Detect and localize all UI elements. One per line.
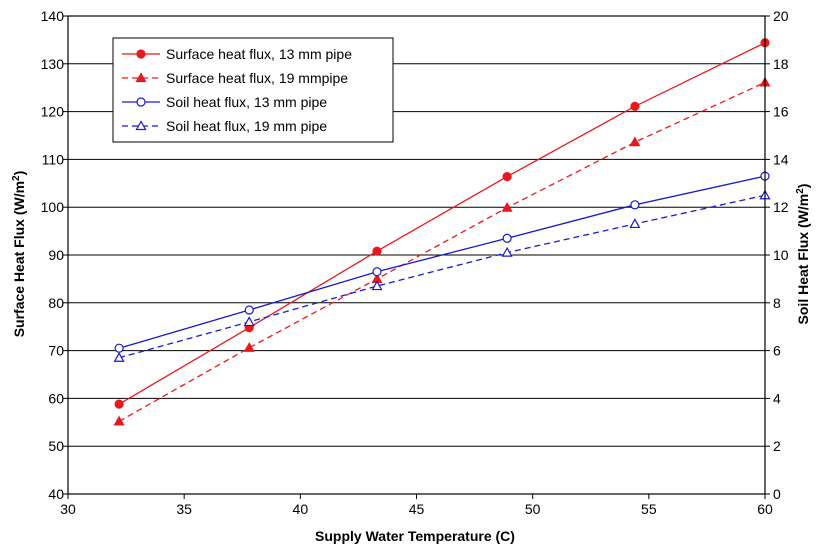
right-y-tick-label: 6: [773, 343, 781, 359]
data-point: [243, 342, 255, 352]
data-point: [630, 101, 640, 111]
legend-item: Soil heat flux, 13 mm pipe: [122, 94, 327, 110]
legend-swatch-marker: [136, 49, 146, 59]
left-y-axis-title: Surface Heat Flux (W/m2): [11, 171, 28, 338]
data-point: [114, 399, 124, 409]
left-y-tick-label: 140: [41, 8, 65, 24]
left-y-tick-label: 80: [48, 295, 64, 311]
data-point: [502, 233, 512, 243]
legend-box: [112, 37, 394, 143]
data-point: [371, 280, 383, 291]
right-y-tick-label: 18: [773, 56, 789, 72]
series-line: [118, 175, 766, 349]
legend-swatch-marker: [136, 97, 146, 107]
right-y-tick-label: 14: [773, 151, 789, 167]
left-y-tick-label: 70: [48, 343, 64, 359]
series-line: [118, 42, 766, 405]
left-y-tick-label: 100: [41, 199, 65, 215]
x-tick-label: 60: [757, 501, 773, 517]
x-tick-label: 35: [176, 501, 192, 517]
right-y-tick-label: 16: [773, 104, 789, 120]
legend-label: Soil heat flux, 19 mm pipe: [166, 118, 327, 134]
data-point: [372, 267, 382, 277]
legend-label: Surface heat flux, 19 mmpipe: [166, 70, 348, 86]
legend-item: Soil heat flux, 19 mm pipe: [122, 118, 327, 134]
right-y-tick-label: 10: [773, 247, 789, 263]
left-y-tick-label: 60: [48, 390, 64, 406]
right-y-tick-label: 2: [773, 438, 781, 454]
left-y-tick-label: 130: [41, 56, 65, 72]
left-y-axis-ticks: 40 50 60 70 80 90 100 110 120 130 140: [41, 8, 68, 502]
x-axis-title: Supply Water Temperature (C): [315, 528, 515, 544]
left-y-tick-label: 50: [48, 438, 64, 454]
right-y-tick-label: 20: [773, 8, 789, 24]
left-y-tick-label: 40: [48, 486, 64, 502]
data-point: [629, 218, 641, 229]
data-point: [114, 343, 124, 353]
x-axis-ticks: 30 35 40 45 50 55 60: [60, 494, 773, 517]
series-4: [113, 189, 771, 362]
data-point: [113, 415, 125, 426]
data-point: [630, 200, 640, 210]
right-y-tick-label: 12: [773, 199, 789, 215]
series-1: [114, 38, 770, 409]
x-tick-label: 30: [60, 501, 76, 517]
data-point: [243, 316, 255, 327]
right-y-tick-label: 4: [773, 390, 781, 406]
legend-swatch-marker: [135, 120, 147, 131]
data-point: [372, 246, 382, 256]
x-tick-label: 50: [525, 501, 541, 517]
left-y-tick-label: 110: [42, 151, 65, 167]
right-y-tick-label: 8: [773, 295, 781, 311]
series-line: [118, 81, 766, 422]
right-y-axis-ticks: 0 2 4 6 8 10 12 14 16 18 20: [765, 8, 789, 502]
legend-label: Soil heat flux, 13 mm pipe: [166, 94, 327, 110]
data-point: [501, 201, 513, 212]
data-point: [113, 352, 125, 362]
series-line: [118, 194, 766, 359]
data-point: [244, 305, 254, 315]
right-y-axis-title: Soil Heat Flux (W/m2): [795, 184, 812, 325]
x-tick-label: 40: [293, 501, 309, 517]
x-tick-label: 55: [641, 501, 657, 517]
legend-swatch-marker: [135, 72, 147, 83]
x-tick-label: 45: [409, 501, 425, 517]
data-point: [502, 172, 512, 182]
left-y-tick-label: 120: [41, 104, 65, 120]
data-point: [501, 246, 513, 257]
right-y-tick-label: 0: [773, 486, 781, 502]
legend-item: Surface heat flux, 19 mmpipe: [122, 70, 348, 86]
legend: Surface heat flux, 13 mm pipe Surface hea…: [112, 37, 394, 143]
series-layer: [113, 38, 771, 426]
legend-label: Surface heat flux, 13 mm pipe: [166, 46, 352, 62]
legend-item: Surface heat flux, 13 mm pipe: [122, 46, 352, 62]
data-point: [629, 136, 641, 147]
series-3: [114, 171, 770, 353]
left-y-tick-label: 90: [48, 247, 64, 263]
